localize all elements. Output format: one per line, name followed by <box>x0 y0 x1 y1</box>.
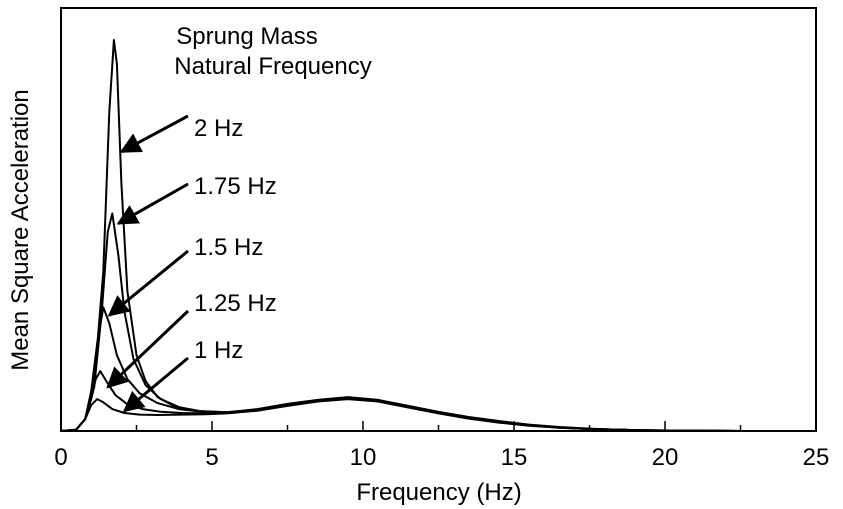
annotation-arrow <box>106 309 190 389</box>
annotation-label: 1.75 Hz <box>194 173 277 200</box>
annotation: 2 Hz <box>119 114 243 154</box>
x-tick-label: 0 <box>54 444 67 471</box>
x-axis-ticks <box>60 421 817 431</box>
annotation: 1.25 Hz <box>106 290 277 389</box>
legend-title-line-1: Sprung Mass <box>176 23 317 50</box>
series-lines <box>60 39 741 432</box>
series-line <box>60 39 741 432</box>
annotation-arrow <box>116 182 189 225</box>
x-tick-label: 25 <box>803 444 830 471</box>
annotation: 1.75 Hz <box>116 173 277 225</box>
annotation-label: 2 Hz <box>194 115 243 142</box>
annotation: 1.5 Hz <box>107 234 263 317</box>
annotation-label: 1 Hz <box>194 337 243 364</box>
annotation-arrow <box>122 356 189 413</box>
legend-title-line-2: Natural Frequency <box>174 53 371 80</box>
annotation-label: 1.5 Hz <box>194 234 263 261</box>
x-tick-label: 20 <box>652 444 679 471</box>
annotations: 2 Hz 1.75 Hz 1.5 Hz 1.25 Hz 1 Hz <box>106 114 277 413</box>
x-axis-tick-labels: 0 5 10 15 20 25 <box>54 444 829 471</box>
annotation-arrow <box>119 114 189 154</box>
series-line <box>60 398 741 432</box>
annotation-arrow <box>107 249 189 317</box>
x-tick-label: 5 <box>205 444 218 471</box>
annotation: 1 Hz <box>122 337 243 413</box>
x-tick-label: 10 <box>350 444 377 471</box>
x-tick-label: 15 <box>501 444 528 471</box>
series-line <box>60 212 741 432</box>
annotation-label: 1.25 Hz <box>194 290 277 317</box>
x-axis-label: Frequency (Hz) <box>356 479 521 506</box>
y-axis-label: Mean Square Acceleration <box>7 89 34 371</box>
